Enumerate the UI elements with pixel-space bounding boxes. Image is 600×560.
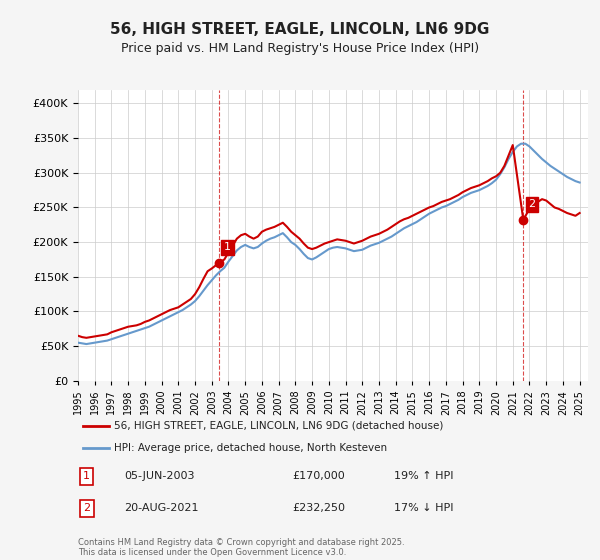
Text: 2: 2	[529, 199, 535, 209]
Text: 05-JUN-2003: 05-JUN-2003	[124, 471, 194, 481]
Text: 1: 1	[224, 242, 231, 253]
Text: £170,000: £170,000	[292, 471, 345, 481]
Text: Price paid vs. HM Land Registry's House Price Index (HPI): Price paid vs. HM Land Registry's House …	[121, 42, 479, 55]
Text: 19% ↑ HPI: 19% ↑ HPI	[394, 471, 454, 481]
Text: HPI: Average price, detached house, North Kesteven: HPI: Average price, detached house, Nort…	[114, 443, 387, 453]
Text: £232,250: £232,250	[292, 503, 345, 514]
Text: 20-AUG-2021: 20-AUG-2021	[124, 503, 199, 514]
Text: 56, HIGH STREET, EAGLE, LINCOLN, LN6 9DG (detached house): 56, HIGH STREET, EAGLE, LINCOLN, LN6 9DG…	[114, 421, 443, 431]
Text: 17% ↓ HPI: 17% ↓ HPI	[394, 503, 454, 514]
Text: 1: 1	[83, 471, 90, 481]
Text: 2: 2	[83, 503, 90, 514]
Text: 56, HIGH STREET, EAGLE, LINCOLN, LN6 9DG: 56, HIGH STREET, EAGLE, LINCOLN, LN6 9DG	[110, 22, 490, 38]
Text: Contains HM Land Registry data © Crown copyright and database right 2025.
This d: Contains HM Land Registry data © Crown c…	[78, 538, 404, 557]
